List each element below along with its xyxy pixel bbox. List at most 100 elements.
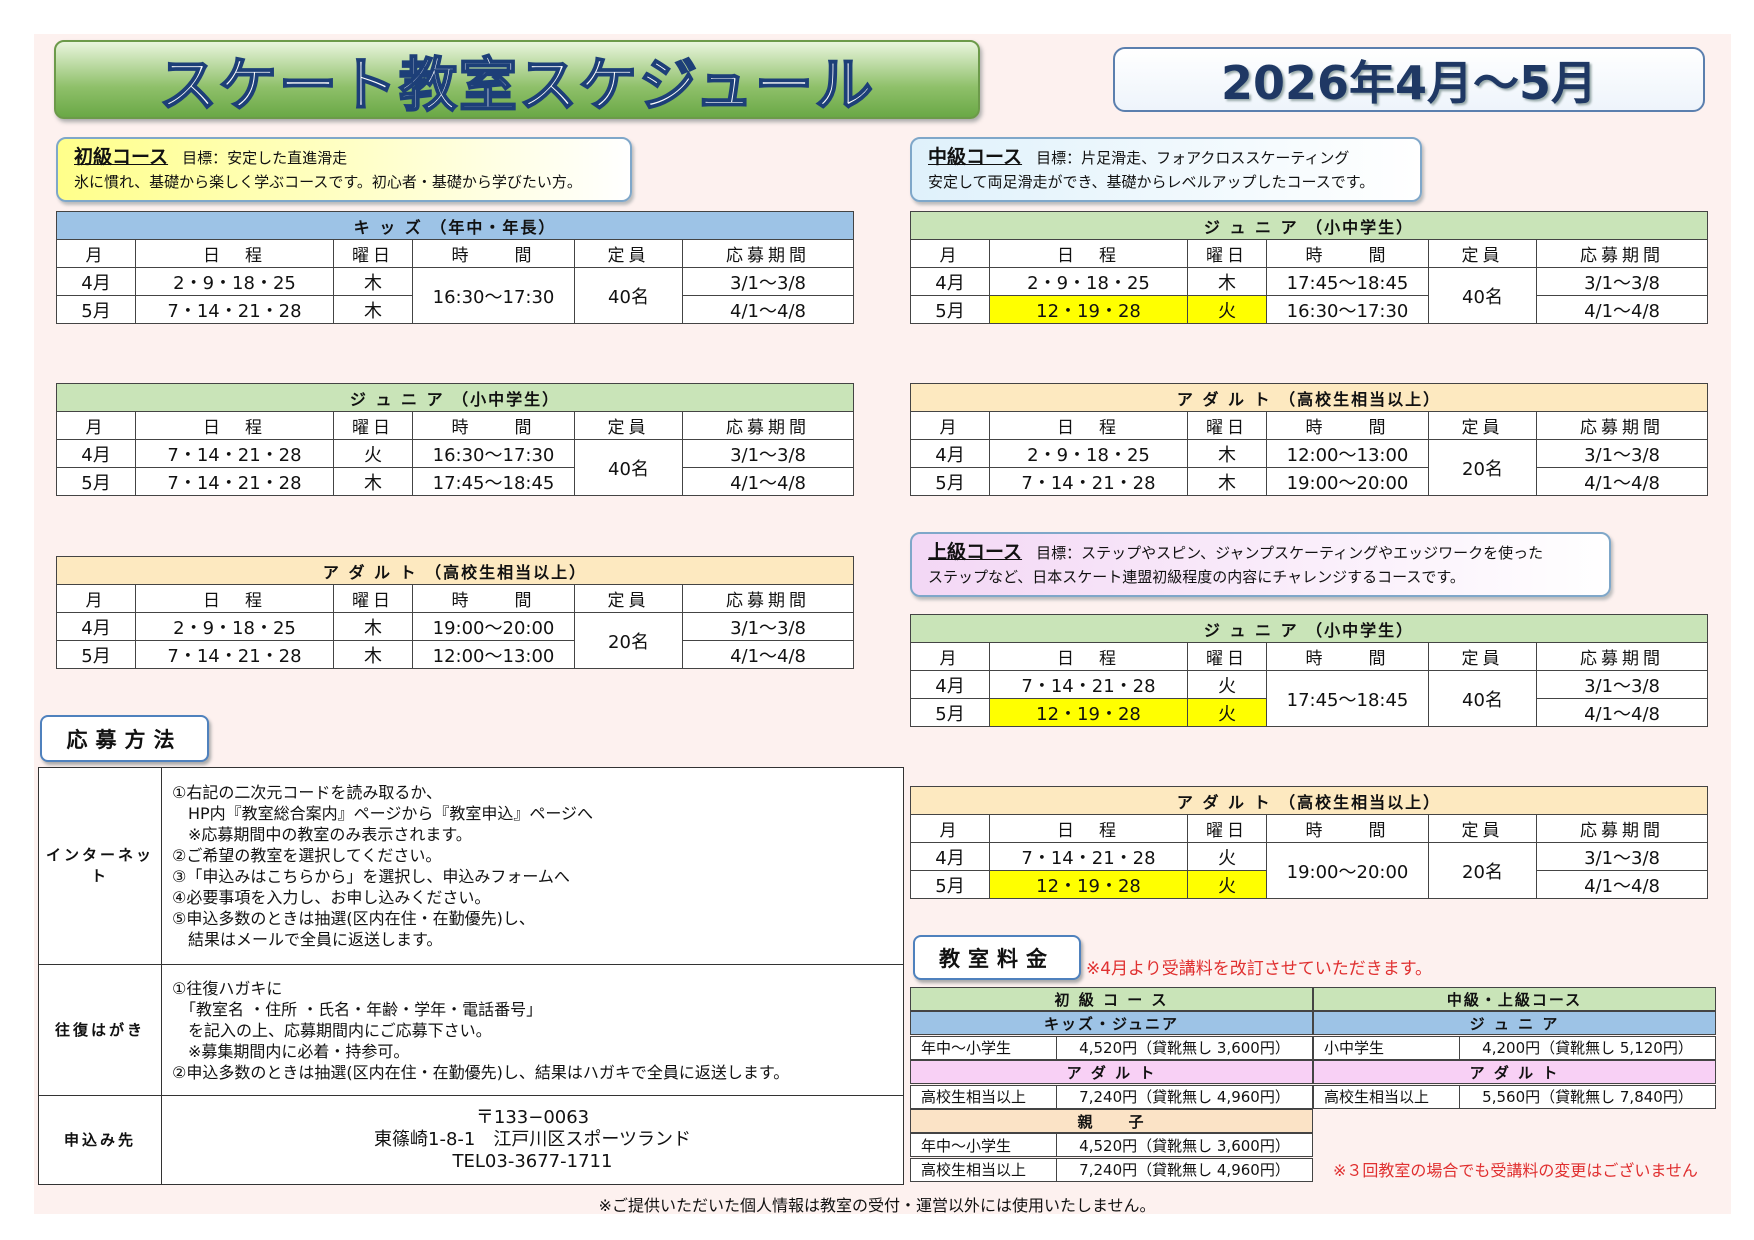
fee-header: 初 級 コ ー ス — [910, 987, 1313, 1011]
data-row: 5月 12・19・28 火 16:30～17:30 4/1～4/8 — [910, 295, 1709, 324]
cell: 3/1～3/8 — [1535, 439, 1709, 468]
column-header: 日 程 — [989, 814, 1188, 843]
column-header: 月 — [910, 814, 990, 843]
column-header: 定員 — [1428, 239, 1537, 268]
schedule-table: キ ッ ズ （年中・年長）月日 程曜日時 間定員 応募期間 4月 2・9・18・25 木… — [56, 211, 854, 324]
cell: 木 — [1187, 267, 1267, 296]
column-header: 定員 — [1428, 411, 1537, 440]
title-row: ジ ュ ニ ア （小中学生） — [909, 211, 1709, 240]
cell: 19:00～20:00 — [1266, 467, 1429, 496]
column-header: 応募期間 — [1535, 642, 1709, 671]
header-row: 月日 程曜日時 間定員 応募期間 — [910, 814, 1709, 843]
cell: 40名 — [574, 439, 683, 496]
fee-amount: 7,240円（貸靴無し 4,960円） — [1079, 1161, 1290, 1180]
cell: 木 — [333, 612, 413, 641]
column-header: 曜日 — [333, 411, 413, 440]
application-table: インターネット ①右記の二次元コードを読み取るか、 HP内『教室総合案内』ページか… — [38, 767, 904, 1185]
fee-header: ア ダ ル ト — [1313, 1060, 1716, 1085]
course-line: 中級コース 目標：片足滑走、フォアクロススケーティング — [928, 145, 1404, 170]
column-header: 定員 — [1428, 814, 1537, 843]
fee-row: 高校生相当以上 7,240円（貸靴無し 4,960円） — [910, 1157, 1313, 1182]
cell: 木 — [1187, 467, 1267, 496]
cell: 7・14・21・28 — [989, 467, 1188, 496]
cell: 4/1～4/8 — [681, 467, 855, 496]
fee-header: 親 子 — [910, 1109, 1313, 1133]
table-title: ジ ュ ニ ア （小中学生） — [909, 614, 1709, 643]
data-row: 4月 2・9・18・25 木 17:45～18:45 40名 3/1～3/8 — [910, 267, 1709, 324]
title-row: ジ ュ ニ ア （小中学生） — [55, 383, 855, 412]
cell: 40名 — [574, 267, 683, 324]
fees-footnote: ※３回教室の場合でも受講料の変更はございません — [1333, 1161, 1698, 1180]
footer: ※ご提供いただいた個人情報は教室の受付・運営以外には使用いたしません。 — [598, 1196, 1156, 1215]
fee-row: 小中学生 4,200円（貸靴無し 5,120円） — [1313, 1035, 1716, 1060]
column-header: 日 程 — [989, 642, 1188, 671]
cell: 17:45～18:45 — [412, 467, 575, 496]
column-header: 月 — [56, 239, 136, 268]
cell: 4/1～4/8 — [1535, 467, 1709, 496]
data-row: 4月 7・14・21・28 火 16:30～17:30 40名 3/1～3/8 — [56, 439, 855, 496]
cell: 木 — [1187, 439, 1267, 468]
cell: 4月 — [56, 612, 136, 641]
cell: 5月 — [56, 640, 136, 669]
data-row: 5月 7・14・21・28 木 17:45～18:45 4/1～4/8 — [56, 467, 855, 496]
cell: 40名 — [1428, 267, 1537, 324]
fee-row: 年中～小学生 4,520円（貸靴無し 3,600円） — [910, 1035, 1313, 1060]
cell: 4月 — [56, 267, 136, 296]
cell: 40名 — [1428, 670, 1537, 727]
title-row: ア ダ ル ト （高校生相当以上） — [909, 786, 1709, 815]
cell: 19:00～20:00 — [412, 612, 575, 641]
fees-note: ※4月より受講料を改訂させていただきます。 — [1086, 959, 1433, 979]
column-header: 応募期間 — [1535, 411, 1709, 440]
column-header: 日 程 — [135, 239, 334, 268]
header-row: 月日 程曜日時 間定員 応募期間 — [56, 584, 855, 613]
cell: 5月 — [910, 467, 990, 496]
column-header: 月 — [56, 584, 136, 613]
application-row: 往復はがき ①往復ハガキに 「教室名 ・住所 ・氏名・年齢・学年・電話番号」 を記… — [38, 964, 904, 1096]
fees-title: 教室料金 — [913, 935, 1081, 980]
application-line: ②ご希望の教室を選択してください。 — [172, 846, 442, 865]
column-header: 日 程 — [135, 584, 334, 613]
application-line: HP内『教室総合案内』ページから『教室申込』ページへ — [172, 804, 594, 823]
cell: 5月 — [56, 295, 136, 324]
column-header: 定員 — [574, 584, 683, 613]
application-title: 応募方法 — [40, 715, 209, 762]
cell: 19:00～20:00 — [1266, 842, 1429, 899]
application-label: インターネット — [38, 767, 162, 965]
cell: 4/1～4/8 — [682, 295, 854, 324]
course-goal: 目標：片足滑走、フォアクロススケーティング — [1036, 149, 1350, 167]
cell: 火 — [333, 439, 413, 468]
cell: 7・14・21・28 — [135, 467, 334, 496]
fee-target: 高校生相当以上 — [911, 1085, 1057, 1108]
application-body: ①右記の二次元コードを読み取るか、 HP内『教室総合案内』ページから『教室申込』… — [161, 767, 904, 965]
header-row: 月日 程曜日時 間定員 応募期間 — [910, 642, 1709, 671]
title: スケート教室スケジュール — [54, 40, 980, 120]
column-header: 曜日 — [333, 239, 413, 268]
fee-amount: 4,520円（貸靴無し 3,600円） — [1079, 1136, 1290, 1155]
cell: 4/1～4/8 — [681, 640, 855, 669]
data-row: 4月 2・9・18・25 木 19:00～20:00 20名 3/1～3/8 — [56, 612, 855, 669]
fee-amount: 4,200円（貸靴無し 5,120円） — [1482, 1039, 1693, 1058]
cell: 16:30～17:30 — [412, 439, 575, 468]
data-row: 4月 2・9・18・25 木 16:30～17:30 40名 3/1～3/8 — [56, 267, 854, 324]
application-line: ※応募期間中の教室のみ表示されます。 — [172, 825, 472, 844]
application-row: 申込み先 〒133−0063 東篠崎1-8-1 江戸川区スポーツランド TEL03-3… — [38, 1095, 904, 1185]
data-row: 4月 2・9・18・25 木 12:00～13:00 20名 3/1～3/8 — [910, 439, 1709, 496]
data-row: 5月 7・14・21・28 木 4/1～4/8 — [56, 295, 854, 324]
course-name: 上級コース — [928, 541, 1023, 563]
schedule-table: ジ ュ ニ ア （小中学生）月日 程曜日時 間定員 応募期間 4月 2・9・18・25… — [909, 211, 1709, 324]
fee-target: 高校生相当以上 — [911, 1158, 1057, 1181]
cell: 木 — [333, 295, 413, 324]
course-description: 安定して両足滑走ができ、基礎からレベルアップしたコースです。 — [928, 173, 1375, 191]
data-row: 5月 7・14・21・28 木 12:00～13:00 4/1～4/8 — [56, 640, 855, 669]
column-header: 日 程 — [135, 411, 334, 440]
cell: 7・14・21・28 — [135, 439, 334, 468]
course-box: 初級コース 目標：安定した直進滑走 氷に慣れ、基礎から楽しく学ぶコースです。初心者・… — [56, 137, 632, 202]
application-line: 結果はメールで全員に返送します。 — [172, 930, 443, 949]
cell: 4月 — [910, 842, 990, 871]
table-title: ジ ュ ニ ア （小中学生） — [909, 211, 1709, 240]
cell: 2・9・18・25 — [989, 439, 1188, 468]
fee-target: 高校生相当以上 — [1314, 1085, 1460, 1108]
cell: 2・9・18・25 — [989, 267, 1188, 296]
fee-target: 年中～小学生 — [911, 1036, 1057, 1059]
